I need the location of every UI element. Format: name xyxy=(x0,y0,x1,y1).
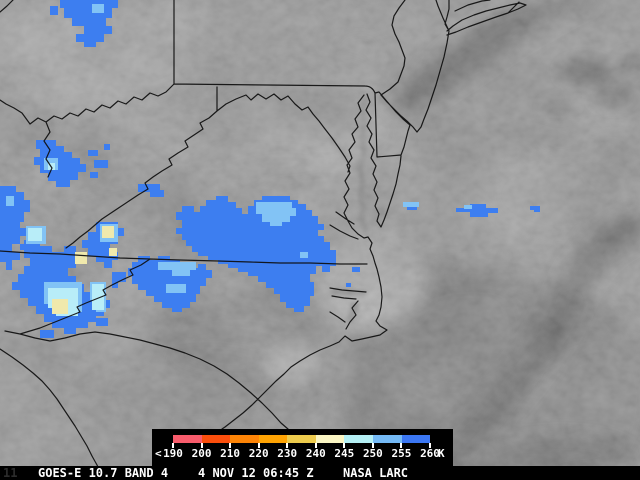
colorbar-label-250: 250 xyxy=(362,447,383,460)
colorbar-label-220: 220 xyxy=(248,447,269,460)
colorbar-tick-240 xyxy=(314,443,317,448)
state-borders xyxy=(0,0,527,480)
colorbar-tick-220 xyxy=(257,443,260,448)
colorbar-tick-245 xyxy=(343,443,346,448)
colorbar-label-210: 210 xyxy=(220,447,241,460)
colorbar-tick-210 xyxy=(229,443,232,448)
legend-less-than-sign: < xyxy=(155,447,162,460)
colorbar-segment-1 xyxy=(201,435,231,443)
image-datetime-label: 4 NOV 12 06:45 Z xyxy=(198,466,314,480)
colorbar-label-255: 255 xyxy=(391,447,412,460)
image-annotation-bar: 11 GOES-E 10.7 BAND 4 4 NOV 12 06:45 Z N… xyxy=(0,466,640,480)
colorbar-label-240: 240 xyxy=(305,447,326,460)
colorbar-segment-0 xyxy=(173,435,202,443)
colorbar-segment-3 xyxy=(258,435,288,443)
cold-cloud-overlay xyxy=(0,0,540,338)
legend-unit-kelvin: K xyxy=(438,447,445,460)
colorbar-tick-255 xyxy=(400,443,403,448)
colorbar-tick-230 xyxy=(286,443,289,448)
colorbar-segment-2 xyxy=(230,435,259,443)
faint-left-mark: 11 xyxy=(3,466,18,480)
colorbar-strip xyxy=(173,435,431,443)
colorbar-segment-5 xyxy=(315,435,345,443)
colorbar-segment-4 xyxy=(287,435,316,443)
cloud-region-pale-yellow xyxy=(52,226,117,314)
colorbar-label-245: 245 xyxy=(334,447,355,460)
colorbar-label-200: 200 xyxy=(191,447,212,460)
nasa-larc-credit-label: NASA LARC xyxy=(343,466,409,480)
temperature-scale-legend: < 190 200 210 220 230 240 245 250 255 260 K xyxy=(152,429,453,466)
colorbar-tick-200 xyxy=(200,443,203,448)
colorbar-segment-6 xyxy=(344,435,373,443)
colorbar-segment-7 xyxy=(372,435,402,443)
colorbar-tick-190 xyxy=(172,443,174,448)
colorbar-tick-260 xyxy=(429,443,431,448)
colorbar-tick-250 xyxy=(371,443,374,448)
colorbar-segment-8 xyxy=(401,435,431,443)
satellite-product-label: GOES-E 10.7 BAND 4 xyxy=(38,466,169,480)
colorbar-label-260: 260 xyxy=(420,447,440,460)
colorbar-label-230: 230 xyxy=(277,447,298,460)
colorbar-label-190: 190 xyxy=(163,447,183,460)
cloud-region-pale-cyan xyxy=(28,163,104,316)
